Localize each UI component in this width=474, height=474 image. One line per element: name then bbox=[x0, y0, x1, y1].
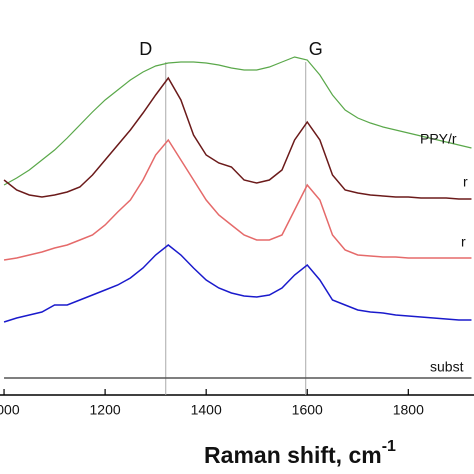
x-axis-label-text: Raman shift, cm bbox=[204, 442, 382, 468]
x-tick-label: 1600 bbox=[292, 402, 323, 418]
series-label: r bbox=[461, 234, 466, 250]
series-label: r bbox=[463, 174, 468, 190]
marker-label: D bbox=[139, 39, 152, 59]
series-line bbox=[3, 56, 472, 186]
marker-label: G bbox=[309, 39, 323, 59]
series-label: subst bbox=[430, 359, 464, 375]
series-line bbox=[3, 244, 472, 323]
series-line bbox=[3, 138, 472, 261]
x-axis-label-sup: -1 bbox=[382, 438, 396, 455]
x-tick-label: 1200 bbox=[90, 402, 121, 418]
x-axis-label: Raman shift, cm-1 bbox=[204, 438, 396, 468]
x-tick-label: 1400 bbox=[191, 402, 222, 418]
series-line bbox=[3, 76, 472, 200]
x-tick-label: 1800 bbox=[393, 402, 424, 418]
series-label: PPY/r bbox=[420, 131, 457, 147]
